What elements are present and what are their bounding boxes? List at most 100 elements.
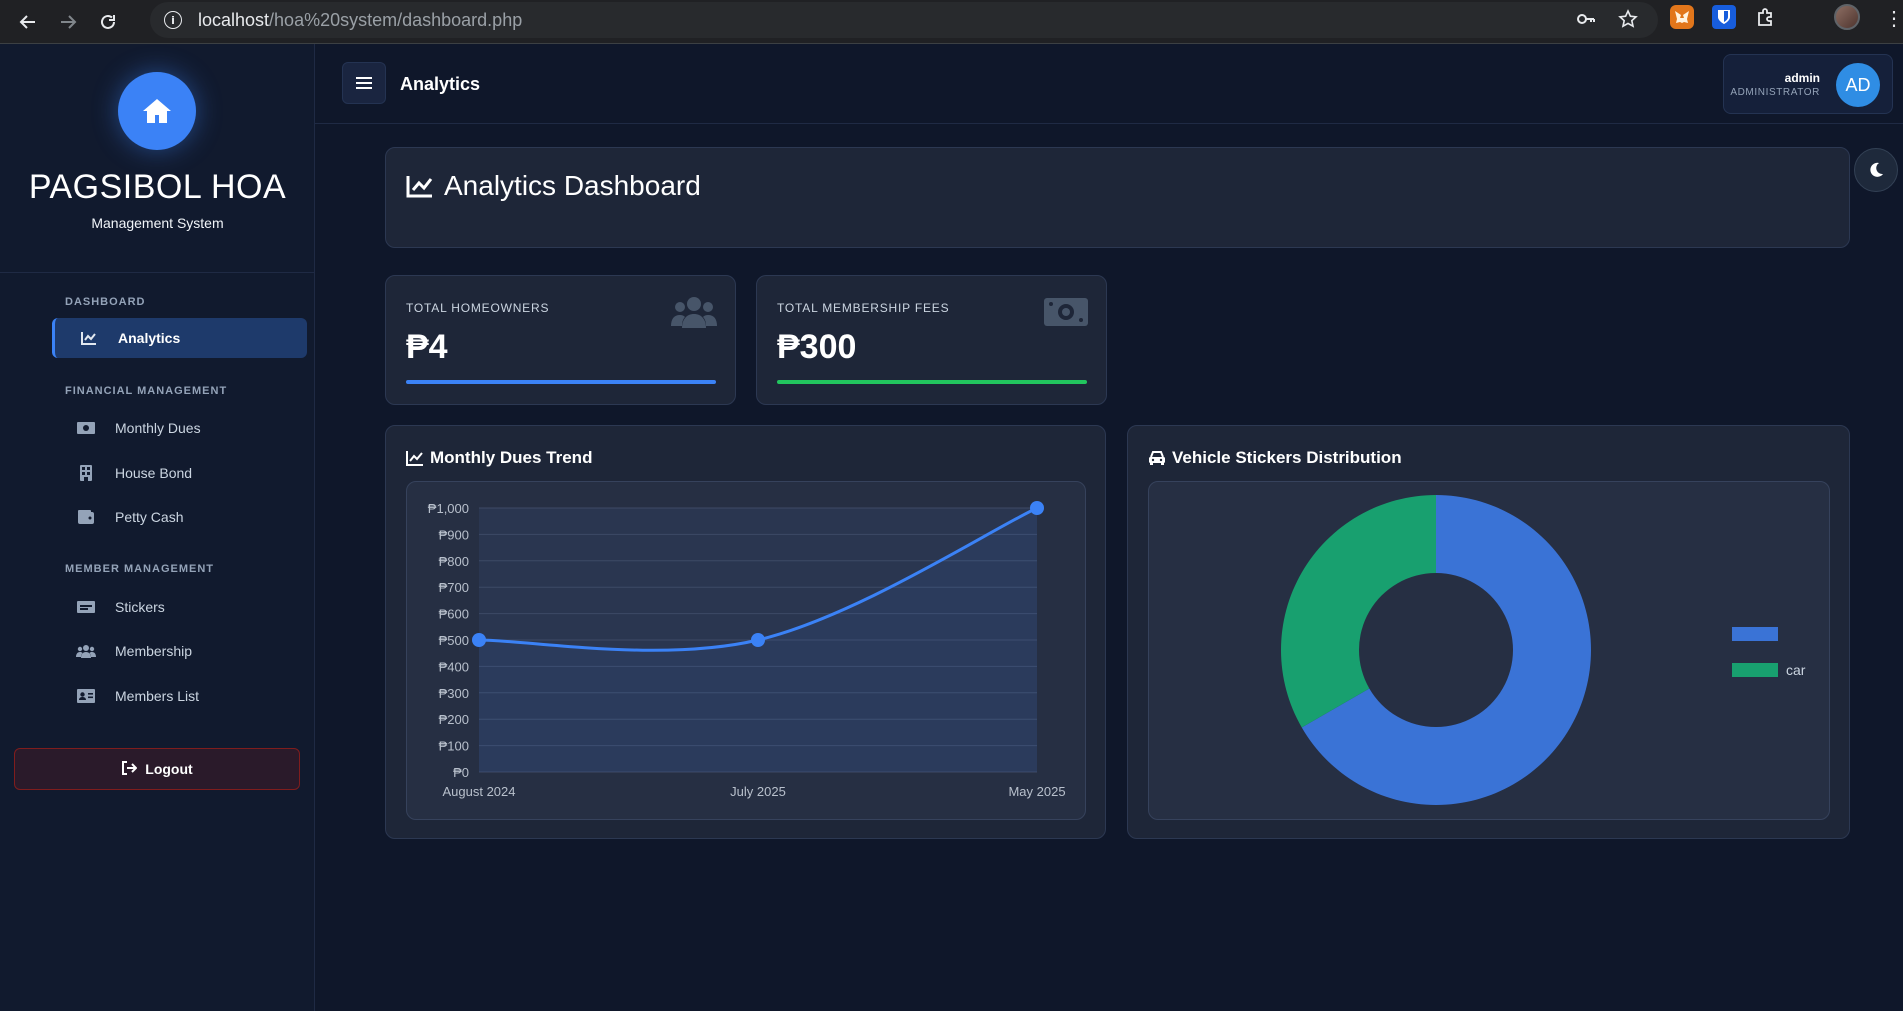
moon-icon bbox=[1870, 162, 1883, 177]
browser-menu-icon[interactable]: ⋮ bbox=[1884, 8, 1903, 30]
stat-accent-bar bbox=[406, 380, 716, 384]
vehicle-stickers-chart-card: Vehicle Stickers Distribution car bbox=[1127, 425, 1850, 839]
doughnut-chart: car bbox=[1281, 495, 1806, 805]
section-label-member: MEMBER MANAGEMENT bbox=[65, 563, 214, 575]
y-tick-label: ₱500 bbox=[439, 633, 469, 648]
sidebar-item-label: Analytics bbox=[118, 330, 181, 346]
sidebar-item-label: Monthly Dues bbox=[115, 420, 201, 436]
theme-toggle-button[interactable] bbox=[1854, 148, 1898, 192]
dashboard-title: Analytics Dashboard bbox=[406, 170, 701, 202]
y-tick-label: ₱100 bbox=[439, 739, 469, 754]
y-tick-label: ₱200 bbox=[439, 712, 469, 727]
sidebar-item-house-bond[interactable]: House Bond bbox=[52, 453, 307, 493]
address-bar[interactable]: i localhost/hoa%20system/dashboard.php bbox=[150, 2, 1658, 38]
doughnut-slice bbox=[1281, 495, 1436, 728]
money-bill-icon bbox=[1044, 296, 1088, 333]
chart-title: Monthly Dues Trend bbox=[406, 448, 592, 468]
car-icon bbox=[1149, 451, 1165, 465]
legend-swatch bbox=[1732, 627, 1778, 641]
y-tick-label: ₱0 bbox=[453, 765, 469, 780]
stat-card-membership-fees: TOTAL MEMBERSHIP FEES ₱300 bbox=[756, 275, 1107, 405]
doughnut-chart-panel: car bbox=[1148, 481, 1830, 820]
bookmark-star-icon[interactable] bbox=[1618, 9, 1638, 34]
x-tick-label: July 2025 bbox=[730, 784, 786, 799]
y-tick-label: ₱400 bbox=[439, 659, 469, 674]
brand-title: PAGSIBOL HOA bbox=[28, 168, 287, 206]
sidebar-item-label: Stickers bbox=[115, 599, 165, 615]
dashboard-header-card: Analytics Dashboard bbox=[385, 147, 1850, 248]
x-tick-label: May 2025 bbox=[1008, 784, 1065, 799]
menu-toggle-button[interactable] bbox=[342, 62, 386, 104]
page-title: Analytics bbox=[400, 74, 481, 94]
logout-label: Logout bbox=[145, 761, 193, 777]
x-tick-label: August 2024 bbox=[442, 784, 515, 799]
section-label-financial: FINANCIAL MANAGEMENT bbox=[65, 385, 228, 397]
sign-out-icon bbox=[121, 760, 138, 778]
user-name: admin bbox=[1784, 71, 1820, 85]
legend-label: car bbox=[1786, 662, 1806, 678]
avatar[interactable]: AD bbox=[1836, 63, 1880, 107]
sidebar-item-monthly-dues[interactable]: Monthly Dues bbox=[52, 408, 307, 448]
monthly-dues-chart-card: Monthly Dues Trend ₱0 ₱100 ₱200 ₱300 ₱400 ₱50… bbox=[385, 425, 1106, 839]
key-icon[interactable] bbox=[1576, 9, 1596, 34]
brand-subtitle: Management System bbox=[91, 215, 224, 231]
home-icon bbox=[118, 72, 196, 150]
money-icon bbox=[75, 422, 97, 434]
user-menu[interactable]: admin ADMINISTRATOR AD bbox=[1723, 54, 1893, 114]
stat-label: TOTAL MEMBERSHIP FEES bbox=[777, 301, 950, 315]
sidebar-item-analytics[interactable]: Analytics bbox=[52, 318, 307, 358]
data-point bbox=[751, 633, 765, 647]
sidebar-item-label: Members List bbox=[115, 688, 200, 704]
sidebar-item-stickers[interactable]: Stickers bbox=[52, 587, 307, 627]
wallet-icon bbox=[75, 510, 97, 524]
site-info-icon[interactable]: i bbox=[164, 11, 182, 29]
data-point bbox=[472, 633, 486, 647]
y-tick-label: ₱300 bbox=[439, 686, 469, 701]
y-tick-label: ₱800 bbox=[439, 554, 469, 569]
back-arrow-icon[interactable] bbox=[12, 6, 44, 38]
section-label-dashboard: DASHBOARD bbox=[65, 296, 146, 308]
forward-arrow-icon[interactable] bbox=[52, 6, 84, 38]
stat-value: ₱4 bbox=[406, 328, 448, 366]
sidebar-item-label: House Bond bbox=[115, 465, 193, 481]
sidebar-divider bbox=[0, 272, 315, 273]
reload-icon[interactable] bbox=[92, 6, 124, 38]
sidebar-item-members-list[interactable]: Members List bbox=[52, 676, 307, 716]
hamburger-icon bbox=[356, 77, 372, 89]
building-icon bbox=[75, 465, 97, 481]
stat-accent-bar bbox=[777, 380, 1087, 384]
sidebar-item-label: Petty Cash bbox=[115, 509, 184, 525]
metamask-extension-icon[interactable] bbox=[1670, 5, 1694, 29]
sidebar-item-petty-cash[interactable]: Petty Cash bbox=[52, 497, 307, 537]
chart-title: Vehicle Stickers Distribution bbox=[1148, 448, 1402, 468]
logout-button[interactable]: Logout bbox=[14, 748, 300, 790]
chart-title-text: Vehicle Stickers Distribution bbox=[1172, 448, 1402, 467]
users-icon bbox=[75, 644, 97, 658]
stat-label: TOTAL HOMEOWNERS bbox=[406, 301, 550, 315]
bitwarden-extension-icon[interactable] bbox=[1712, 5, 1736, 29]
stat-value: ₱300 bbox=[777, 328, 857, 366]
chart-line-icon bbox=[406, 176, 433, 198]
id-card-icon bbox=[75, 601, 97, 613]
y-tick-label: ₱600 bbox=[439, 607, 469, 622]
line-chart: ₱0 ₱100 ₱200 ₱300 ₱400 ₱500 ₱600 ₱700 ₱800 ₱900 ₱1… bbox=[428, 501, 1066, 799]
browser-toolbar: i localhost/hoa%20system/dashboard.php ⋮ bbox=[0, 0, 1903, 44]
top-bar: Analytics admin ADMINISTRATOR AD bbox=[315, 44, 1903, 124]
browser-profile-avatar[interactable] bbox=[1834, 4, 1860, 30]
y-tick-label: ₱1,000 bbox=[428, 501, 469, 516]
url-text[interactable]: localhost/hoa%20system/dashboard.php bbox=[198, 9, 523, 30]
address-card-icon bbox=[75, 689, 97, 703]
sidebar-item-label: Membership bbox=[115, 643, 193, 659]
sidebar: PAGSIBOL HOA Management System DASHBOARD… bbox=[0, 44, 315, 1011]
doughnut-slice bbox=[1301, 495, 1591, 805]
sidebar-item-membership[interactable]: Membership bbox=[52, 631, 307, 671]
y-tick-label: ₱900 bbox=[439, 527, 469, 542]
extensions-puzzle-icon[interactable] bbox=[1754, 5, 1778, 29]
data-point bbox=[1030, 501, 1044, 515]
dashboard-title-text: Analytics Dashboard bbox=[444, 170, 701, 201]
chart-title-text: Monthly Dues Trend bbox=[430, 448, 593, 467]
line-chart-panel: ₱0 ₱100 ₱200 ₱300 ₱400 ₱500 ₱600 ₱700 ₱800 ₱900 ₱1… bbox=[406, 481, 1086, 820]
users-icon bbox=[671, 296, 717, 333]
chart-line-icon bbox=[406, 451, 423, 466]
stat-card-homeowners: TOTAL HOMEOWNERS ₱4 bbox=[385, 275, 736, 405]
